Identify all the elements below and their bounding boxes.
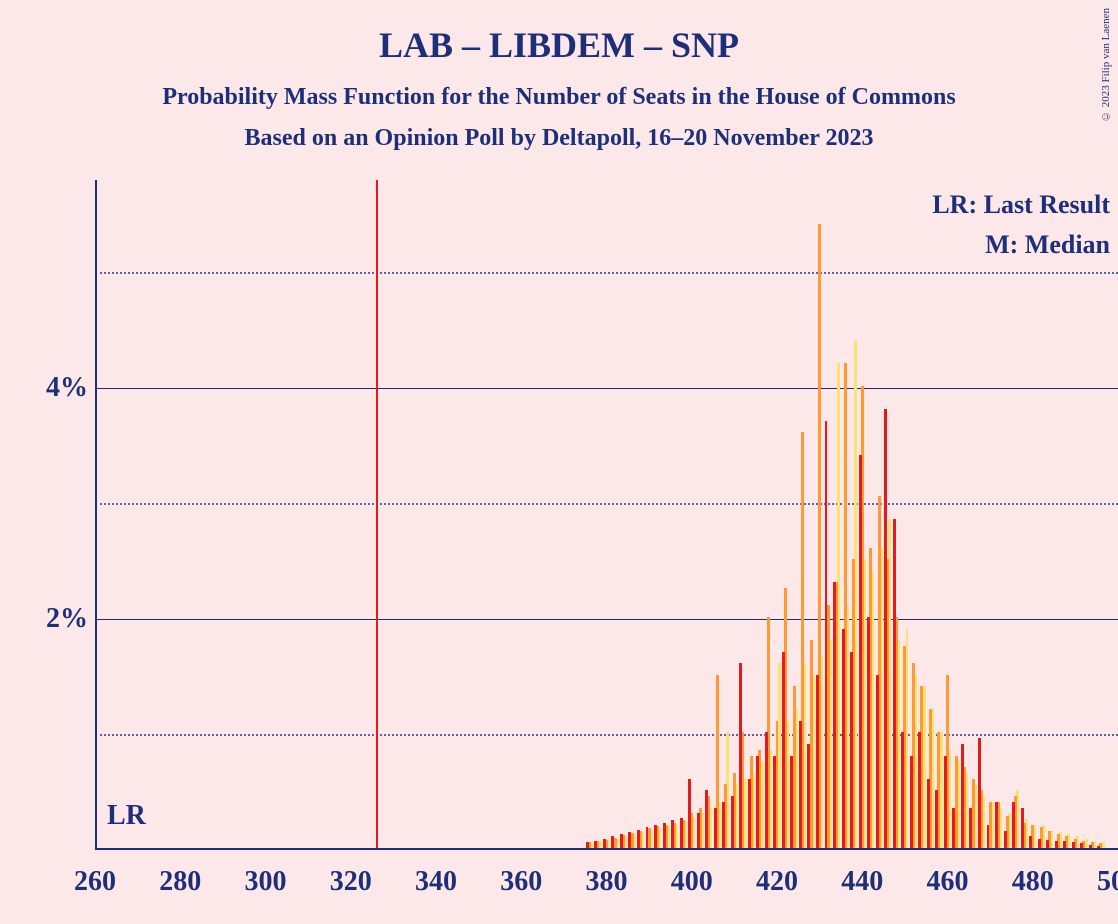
x-axis-label: 340 — [415, 866, 457, 898]
pmf-bar — [884, 409, 887, 848]
chart-subtitle-2: Based on an Opinion Poll by Deltapoll, 1… — [0, 125, 1118, 152]
gridline-major — [95, 619, 1118, 621]
pmf-bar — [765, 732, 768, 848]
x-axis-label: 280 — [159, 866, 201, 898]
pmf-bar — [1055, 841, 1058, 848]
pmf-bar — [790, 756, 793, 848]
x-axis-label: 320 — [330, 866, 372, 898]
pmf-bar — [859, 455, 862, 848]
pmf-bar — [901, 732, 904, 848]
pmf-bar — [680, 818, 683, 848]
pmf-bar — [969, 808, 972, 848]
chart-title: LAB – LIBDEM – SNP — [0, 0, 1118, 66]
pmf-bar — [688, 779, 691, 848]
pmf-bar — [756, 756, 759, 848]
x-axis-label: 500 — [1097, 866, 1118, 898]
pmf-bar — [1004, 831, 1007, 848]
pmf-bar — [722, 802, 725, 848]
pmf-bar — [918, 732, 921, 848]
chart-plot-area: 2%4%260280300320340360380400420440460480… — [95, 180, 1118, 850]
x-axis-label: 400 — [671, 866, 713, 898]
pmf-bar — [1063, 841, 1066, 848]
legend-last-result: LR: Last Result — [932, 190, 1110, 220]
pmf-bar — [628, 832, 631, 848]
y-axis — [95, 180, 97, 850]
gridline-minor — [95, 503, 1118, 505]
pmf-bar — [731, 796, 734, 848]
pmf-bar — [1029, 836, 1032, 848]
pmf-bar — [842, 629, 845, 848]
pmf-bar — [1046, 840, 1049, 848]
x-axis-label: 420 — [756, 866, 798, 898]
pmf-bar — [978, 738, 981, 848]
y-axis-label: 2% — [46, 603, 88, 635]
gridline-minor — [95, 272, 1118, 274]
x-axis-label: 440 — [841, 866, 883, 898]
pmf-bar — [833, 582, 836, 848]
pmf-bar — [944, 756, 947, 848]
x-axis-label: 260 — [74, 866, 116, 898]
pmf-bar — [739, 663, 742, 848]
pmf-bar — [1021, 808, 1024, 848]
pmf-bar — [935, 790, 938, 848]
copyright-text: © 2023 Filip van Laenen — [1100, 8, 1112, 122]
x-axis-label: 380 — [586, 866, 628, 898]
pmf-bar — [603, 839, 606, 848]
pmf-bar — [987, 825, 990, 848]
pmf-bar — [705, 790, 708, 848]
pmf-bar — [816, 675, 819, 848]
pmf-bar — [714, 808, 717, 848]
pmf-bar — [850, 652, 853, 848]
pmf-bar — [952, 808, 955, 848]
x-axis — [95, 848, 1118, 850]
y-axis-label: 4% — [46, 372, 88, 404]
chart-subtitle-1: Probability Mass Function for the Number… — [0, 84, 1118, 111]
pmf-bar — [876, 675, 879, 848]
pmf-bar — [646, 827, 649, 848]
pmf-bar — [637, 830, 640, 848]
pmf-bar — [663, 823, 666, 848]
pmf-bar — [611, 836, 614, 848]
pmf-bar — [748, 779, 751, 848]
pmf-bar — [910, 756, 913, 848]
x-axis-label: 460 — [927, 866, 969, 898]
pmf-bar — [594, 841, 597, 848]
x-axis-label: 300 — [245, 866, 287, 898]
pmf-bar — [867, 617, 870, 848]
last-result-line — [376, 180, 378, 850]
pmf-bar — [1012, 802, 1015, 848]
lr-label: LR — [107, 800, 146, 832]
pmf-bar — [807, 744, 810, 848]
pmf-bar — [799, 721, 802, 848]
pmf-bar — [825, 421, 828, 848]
pmf-bar — [773, 756, 776, 848]
pmf-bar — [782, 652, 785, 848]
pmf-bar — [697, 813, 700, 848]
legend-median: M: Median — [985, 230, 1110, 260]
pmf-bar — [893, 519, 896, 848]
x-axis-label: 360 — [500, 866, 542, 898]
pmf-bar — [620, 834, 623, 848]
pmf-bar — [654, 825, 657, 848]
gridline-major — [95, 388, 1118, 390]
pmf-bar — [995, 802, 998, 848]
x-axis-label: 480 — [1012, 866, 1054, 898]
gridline-minor — [95, 734, 1118, 736]
pmf-bar — [671, 820, 674, 848]
pmf-bar — [1038, 839, 1041, 848]
pmf-bar — [927, 779, 930, 848]
pmf-bar — [961, 744, 964, 848]
